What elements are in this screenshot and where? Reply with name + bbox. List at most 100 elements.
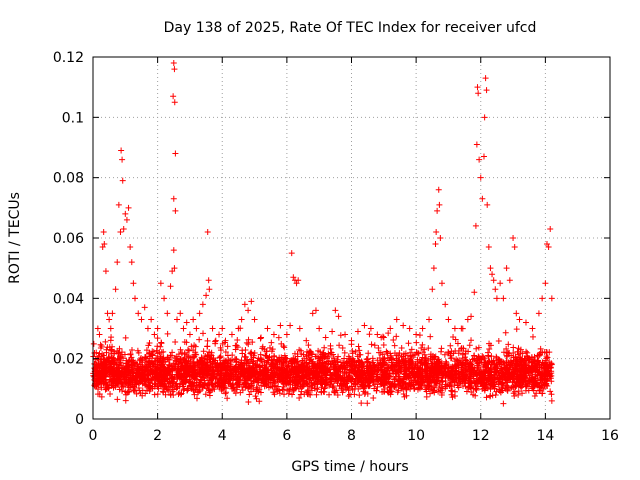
data-point [332, 368, 339, 375]
data-point [158, 374, 165, 381]
data-point [379, 380, 386, 387]
data-point [205, 368, 212, 375]
data-point [170, 386, 177, 393]
data-point [251, 316, 258, 323]
data-point [200, 348, 207, 355]
x-tick-label: 16 [601, 428, 619, 444]
data-point [432, 370, 439, 377]
data-point [138, 316, 145, 323]
data-point [312, 362, 319, 369]
data-point [451, 358, 458, 365]
data-point [447, 342, 454, 349]
data-point [133, 361, 140, 368]
data-point [270, 356, 277, 363]
data-point [358, 359, 365, 366]
data-point [244, 368, 251, 375]
data-point [407, 360, 414, 367]
data-point [423, 393, 430, 400]
data-point [438, 348, 445, 355]
data-point [241, 360, 248, 367]
data-point [365, 350, 372, 357]
data-point [206, 389, 213, 396]
data-point [215, 364, 222, 371]
data-point [175, 391, 182, 398]
data-point [192, 349, 199, 356]
data-point [421, 346, 428, 353]
data-point [107, 391, 114, 398]
data-point [466, 342, 473, 349]
data-point [537, 371, 544, 378]
data-point [248, 298, 255, 305]
data-point [486, 340, 493, 347]
x-axis-title: GPS time / hours [291, 459, 408, 475]
data-point [202, 363, 209, 370]
data-point [476, 376, 483, 383]
data-point [117, 377, 124, 384]
data-point [174, 384, 181, 391]
data-point [485, 244, 492, 251]
data-point [141, 354, 148, 361]
data-point [200, 371, 207, 378]
data-point [411, 373, 418, 380]
data-point [517, 350, 524, 357]
data-point [456, 375, 463, 382]
data-point [303, 376, 310, 383]
data-point [375, 360, 382, 367]
data-point [504, 349, 511, 356]
data-point [464, 316, 471, 323]
data-point [178, 359, 185, 366]
data-point [536, 363, 543, 370]
data-point [219, 340, 226, 347]
data-point [320, 349, 327, 356]
data-point [132, 295, 139, 302]
data-point [538, 380, 545, 387]
y-tick-label: 0.1 [62, 110, 84, 126]
data-point [204, 228, 211, 235]
data-point [169, 367, 176, 374]
data-point [294, 353, 301, 360]
data-point [245, 307, 252, 314]
data-point [109, 310, 116, 317]
data-point [170, 93, 177, 100]
data-point [154, 391, 161, 398]
data-point [100, 228, 107, 235]
data-point [436, 359, 443, 366]
data-point [184, 346, 191, 353]
data-point [379, 333, 386, 340]
data-point [476, 360, 483, 367]
x-tick-label: 10 [407, 428, 425, 444]
data-point [390, 337, 397, 344]
data-point [257, 389, 264, 396]
data-point [134, 347, 141, 354]
data-point [365, 382, 372, 389]
data-point [492, 391, 499, 398]
data-point [210, 356, 217, 363]
data-point [120, 225, 127, 232]
data-point [400, 378, 407, 385]
data-point [254, 357, 261, 364]
data-point [191, 342, 198, 349]
data-point [241, 353, 248, 360]
data-point [322, 334, 329, 341]
data-point [190, 383, 197, 390]
data-point [364, 365, 371, 372]
data-point [547, 225, 554, 232]
data-point [181, 338, 188, 345]
data-point [116, 360, 123, 367]
data-point [420, 349, 427, 356]
data-point [96, 350, 103, 357]
data-point [281, 391, 288, 398]
data-point [212, 337, 219, 344]
data-point [102, 268, 109, 275]
data-point [517, 360, 524, 367]
data-point [303, 353, 310, 360]
data-point [455, 384, 462, 391]
data-point [423, 360, 430, 367]
data-point [102, 384, 109, 391]
data-point [470, 391, 477, 398]
data-point [476, 156, 483, 163]
data-point [427, 356, 434, 363]
data-point [337, 366, 344, 373]
data-point [512, 382, 519, 389]
data-point [190, 316, 197, 323]
